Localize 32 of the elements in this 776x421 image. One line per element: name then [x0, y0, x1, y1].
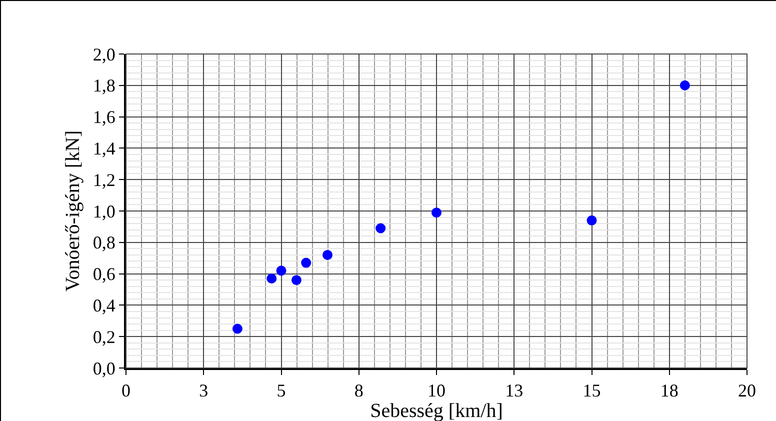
x-axis-title: Sebesség [km/h]: [370, 400, 503, 421]
x-tick-label: 18: [660, 380, 678, 401]
x-tick-label: 15: [582, 380, 601, 401]
point: [232, 324, 242, 334]
x-tick-label: 0: [122, 380, 130, 401]
point: [291, 275, 302, 286]
point: [276, 266, 286, 276]
point: [266, 274, 277, 284]
y-tick-label: 1,8: [92, 76, 116, 96]
y-axis-title: Vonóerő-igény [kN]: [62, 130, 84, 292]
x-tick-label: 8: [354, 380, 364, 401]
y-tick-label: 2,0: [92, 44, 116, 64]
x-tick-label: 20: [738, 380, 756, 401]
x-tick-label: 13: [505, 380, 524, 401]
x-tick-label: 5: [276, 380, 286, 401]
y-tick-label: 0,0: [92, 358, 116, 378]
point: [301, 258, 312, 268]
point: [322, 250, 333, 260]
x-tick-label: 10: [428, 380, 446, 401]
point: [376, 223, 386, 234]
y-tick-label: 0,4: [92, 296, 116, 316]
y-tick-label: 0,8: [92, 232, 116, 253]
x-tick-label: 3: [199, 380, 208, 401]
y-tick-label: 1,0: [92, 201, 116, 222]
y-tick-label: 1,4: [92, 138, 116, 158]
point: [432, 208, 442, 218]
point: [680, 80, 690, 90]
y-tick-label: 1,6: [92, 107, 116, 128]
point: [586, 215, 597, 226]
y-tick-label: 0,2: [92, 326, 116, 347]
y-tick-label: 1,2: [92, 170, 116, 190]
y-tick-label: 0,6: [92, 264, 116, 284]
